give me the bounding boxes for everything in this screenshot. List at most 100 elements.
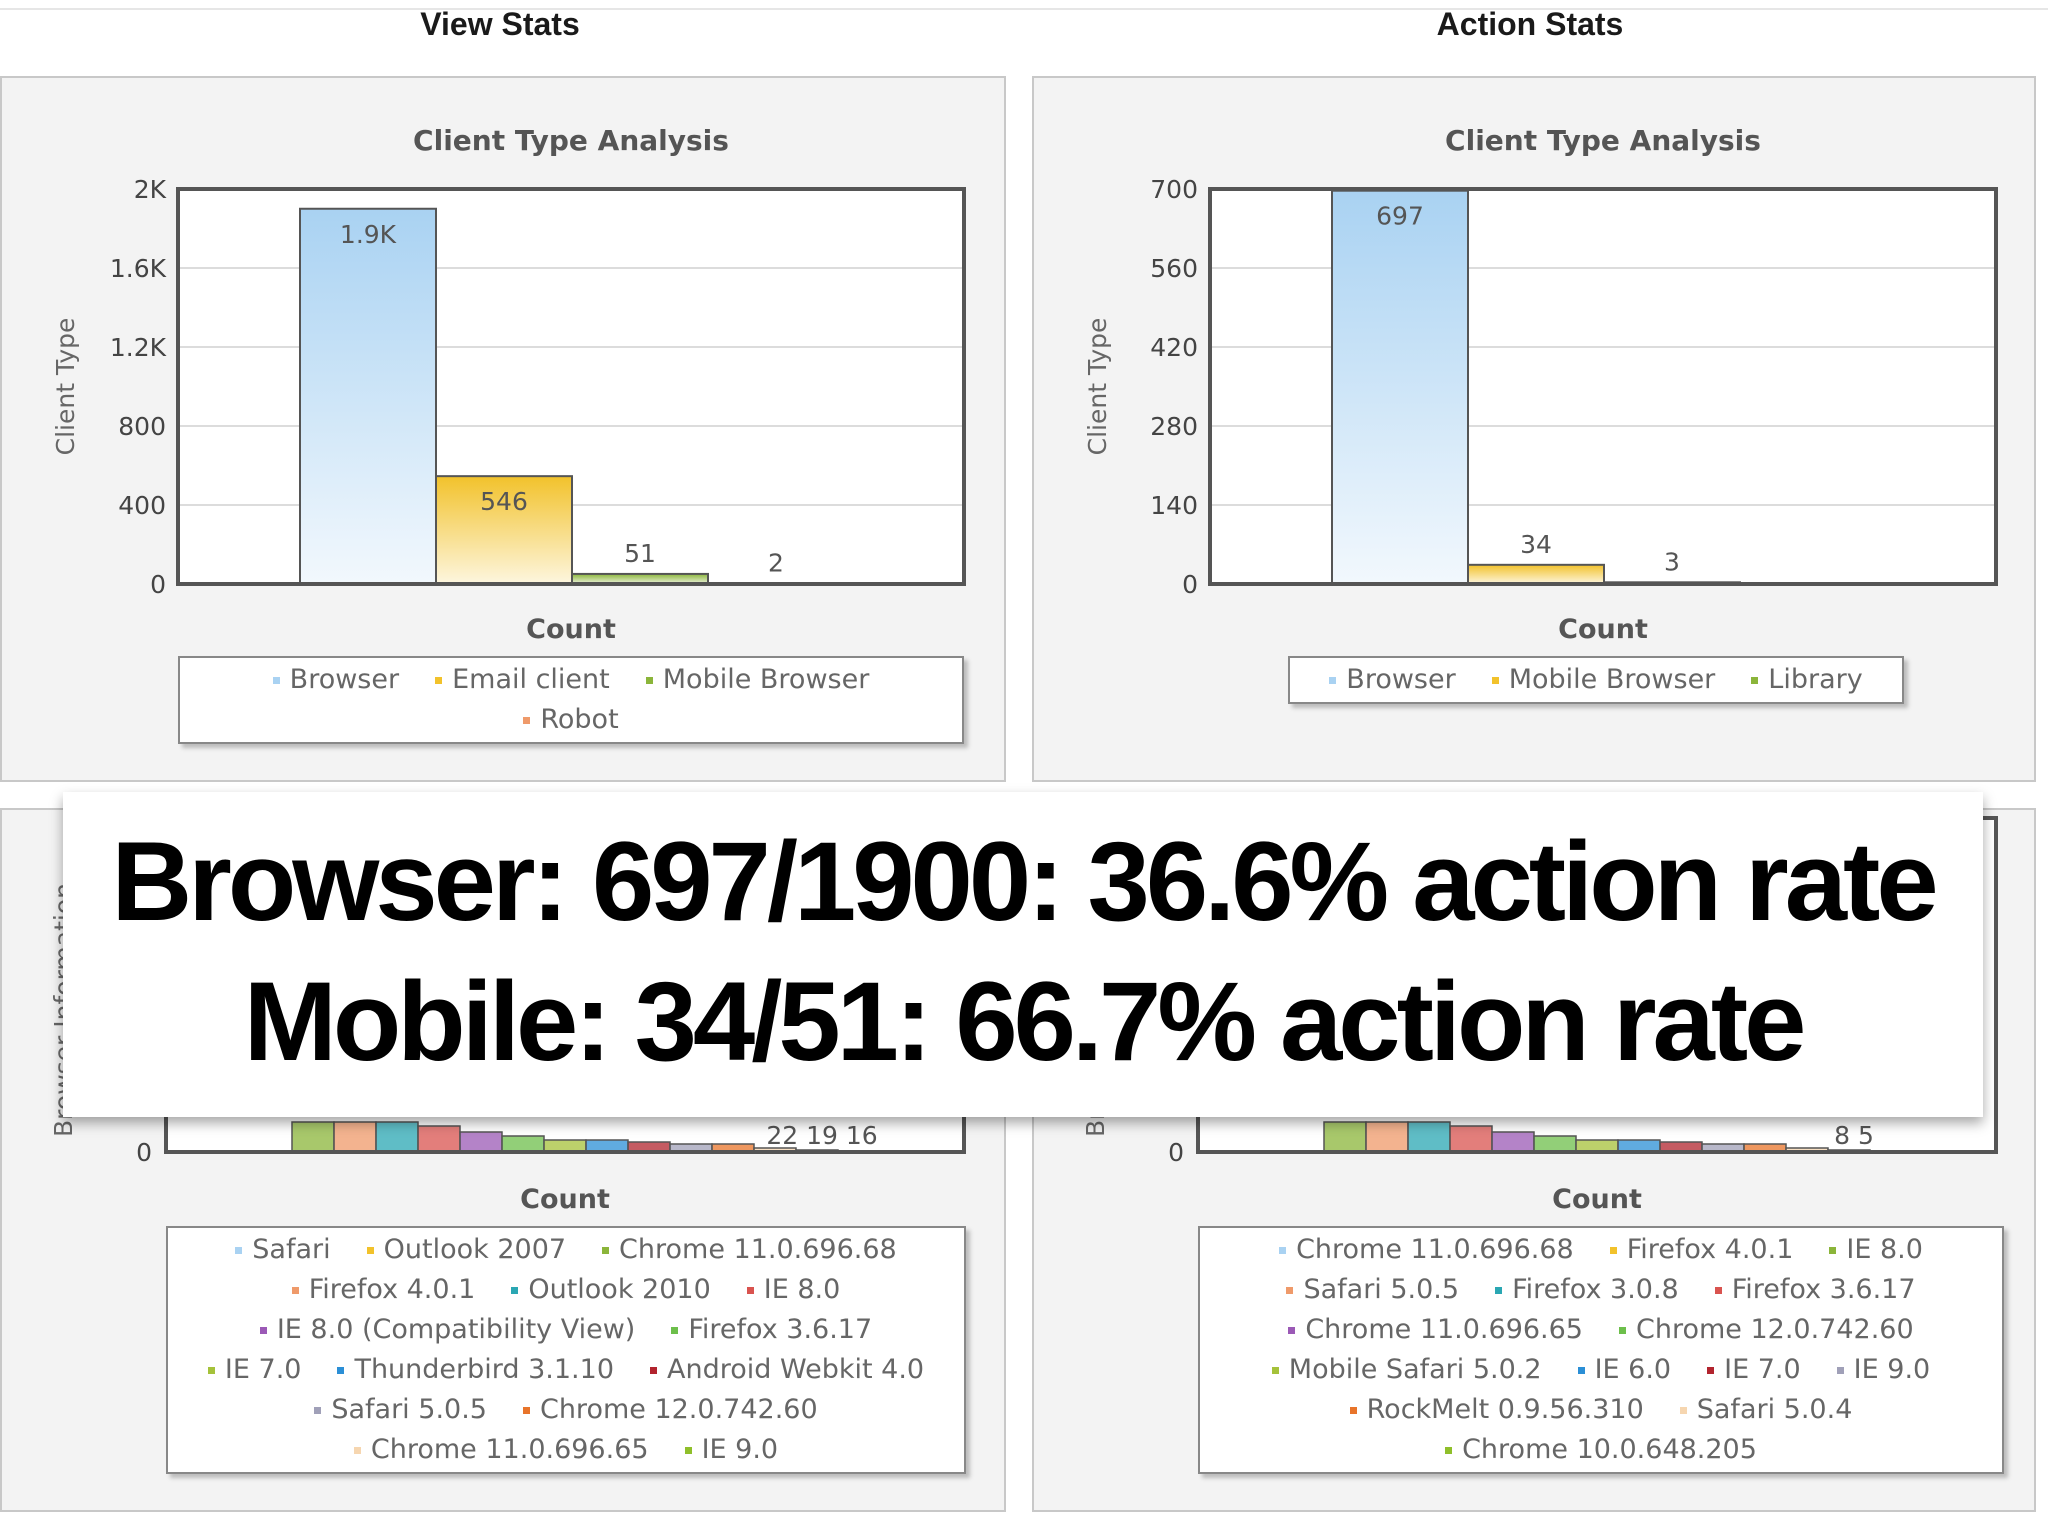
y-tick-label: 0 <box>1182 570 1198 599</box>
legend-swatch <box>291 1287 299 1294</box>
legend-item: Firefox 3.6.17 <box>1714 1270 1916 1310</box>
bar <box>1449 1125 1493 1153</box>
legend-item: IE 6.0 <box>1577 1350 1671 1390</box>
y-tick-label: 0 <box>1168 1138 1184 1167</box>
legend-item: Mobile Safari 5.0.2 <box>1271 1350 1542 1390</box>
legend-swatch <box>1349 1407 1357 1414</box>
legend-label: Mobile Browser <box>662 664 870 695</box>
legend-swatch <box>645 677 653 684</box>
legend-item: Outlook 2010 <box>511 1270 711 1310</box>
y-tick-label: 0 <box>150 570 166 599</box>
legend-label: Thunderbird 3.1.10 <box>354 1354 614 1385</box>
view-client-type-chart: Client Type Analysis 0 400 800 1.2K 1.6K 2K 1.9… <box>51 124 966 645</box>
legend-label: Chrome 12.0.742.60 <box>1636 1314 1914 1345</box>
browser-action-rate: Browser: 697/1900: 36.6% action rate <box>111 819 1938 944</box>
legend-item: Thunderbird 3.1.10 <box>337 1350 614 1390</box>
data-label: 3 <box>1664 547 1680 576</box>
x-axis-title: Count <box>1558 614 1648 645</box>
y-tick-label: 560 <box>1150 254 1198 283</box>
mobile-action-rate: Mobile: 34/51: 66.7% action rate <box>243 959 1807 1084</box>
legend-label: Firefox 4.0.1 <box>308 1274 476 1305</box>
legend-item: Firefox 3.6.17 <box>671 1310 872 1350</box>
y-tick-label: 700 <box>1150 175 1198 204</box>
legend-swatch <box>272 677 280 684</box>
action-rate-banner: Browser: 697/1900: 36.6% action rate Mob… <box>63 792 1983 1117</box>
view-client-type-legend: Browser Email client Mobile Browser Robot <box>178 656 964 744</box>
legend-item: Robot <box>523 700 619 740</box>
bar <box>417 1125 461 1153</box>
legend-item: Browser <box>272 660 400 700</box>
y-tick-label: 0 <box>136 1138 152 1167</box>
legend-item: Firefox 4.0.1 <box>291 1270 476 1310</box>
data-label: 546 <box>480 487 528 516</box>
legend-item: Safari <box>235 1230 331 1270</box>
legend-item: IE 8.0 (Compatibility View) <box>259 1310 636 1350</box>
legend-swatch <box>1445 1447 1453 1454</box>
legend-label: Chrome 12.0.742.60 <box>539 1394 818 1425</box>
legend-item: Safari 5.0.4 <box>1679 1390 1852 1430</box>
legend-label: RockMelt 0.9.56.310 <box>1366 1394 1644 1425</box>
legend-swatch <box>1577 1367 1585 1374</box>
bar <box>1365 1121 1409 1153</box>
legend-label: IE 8.0 <box>1846 1234 1923 1265</box>
legend-label: Safari 5.0.5 <box>1303 1274 1460 1305</box>
legend-label: Email client <box>452 664 610 695</box>
legend-item: IE 7.0 <box>1707 1350 1801 1390</box>
y-tick-label: 400 <box>118 491 166 520</box>
action-browser-legend: Chrome 11.0.696.68 Firefox 4.0.1 IE 8.0 Saf… <box>1198 1226 2004 1474</box>
legend-label: IE 9.0 <box>1853 1354 1931 1385</box>
y-tick-label: 800 <box>118 412 166 441</box>
legend-swatch <box>1836 1367 1844 1374</box>
legend-item: RockMelt 0.9.56.310 <box>1349 1390 1644 1430</box>
legend-swatch <box>1707 1367 1715 1374</box>
y-axis-title: Client Type <box>51 318 80 456</box>
x-axis-title: Count <box>526 614 616 645</box>
legend-item: Android Webkit 4.0 <box>650 1350 924 1390</box>
legend-label: IE 8.0 (Compatibility View) <box>276 1314 636 1345</box>
legend-label: IE 9.0 <box>701 1434 779 1465</box>
legend-item: IE 8.0 <box>746 1270 840 1310</box>
legend-swatch <box>684 1447 692 1454</box>
legend-item: Safari 5.0.5 <box>1286 1270 1459 1310</box>
legend-label: Firefox 3.0.8 <box>1512 1274 1679 1305</box>
y-tick-label: 280 <box>1150 412 1198 441</box>
legend-label: Chrome 11.0.696.65 <box>370 1434 649 1465</box>
legend-item: Mobile Browser <box>645 660 870 700</box>
legend-swatch <box>366 1247 374 1254</box>
legend-swatch <box>1751 677 1759 684</box>
legend-swatch <box>511 1287 519 1294</box>
y-tick-label: 1.6K <box>110 254 167 283</box>
y-tick-label: 420 <box>1150 333 1198 362</box>
view-client-type-panel: Client Type Analysis 0 400 800 1.2K 1.6K 2K 1.9… <box>0 76 1006 782</box>
legend-label: Android Webkit 4.0 <box>667 1354 925 1385</box>
bar <box>435 475 573 586</box>
legend-item: Firefox 3.0.8 <box>1495 1270 1679 1310</box>
legend-item: Library <box>1751 660 1863 700</box>
y-tick-label: 1.2K <box>110 333 167 362</box>
data-label: 697 <box>1376 202 1424 231</box>
legend-item: Email client <box>435 660 610 700</box>
data-label: 1.9K <box>340 220 397 249</box>
chart-title: Client Type Analysis <box>1445 124 1761 157</box>
legend-item: Chrome 11.0.696.65 <box>1288 1310 1583 1350</box>
legend-item: IE 7.0 <box>207 1350 301 1390</box>
legend-label: Firefox 3.6.17 <box>1731 1274 1916 1305</box>
legend-label: Browser <box>289 664 400 695</box>
legend-item: Chrome 11.0.696.68 <box>602 1230 897 1270</box>
legend-label: Mobile Safari 5.0.2 <box>1288 1354 1542 1385</box>
bar <box>1323 1121 1367 1153</box>
legend-swatch <box>1609 1247 1617 1254</box>
legend-label: IE 7.0 <box>1724 1354 1801 1385</box>
legend-item: Chrome 11.0.696.68 <box>1279 1230 1574 1270</box>
data-label: 2 <box>768 549 784 578</box>
legend-label: Firefox 3.6.17 <box>688 1314 873 1345</box>
bar <box>459 1131 503 1153</box>
action-client-type-panel: Client Type Analysis 0 140 280 420 560 700 697 3… <box>1032 76 2036 782</box>
legend-label: Mobile Browser <box>1508 664 1716 695</box>
legend-swatch <box>1491 677 1499 684</box>
legend-swatch <box>1829 1247 1837 1254</box>
data-label: 8 5 <box>1834 1121 1874 1150</box>
legend-swatch <box>1679 1407 1687 1414</box>
bar <box>333 1121 377 1153</box>
legend-swatch <box>259 1327 267 1334</box>
